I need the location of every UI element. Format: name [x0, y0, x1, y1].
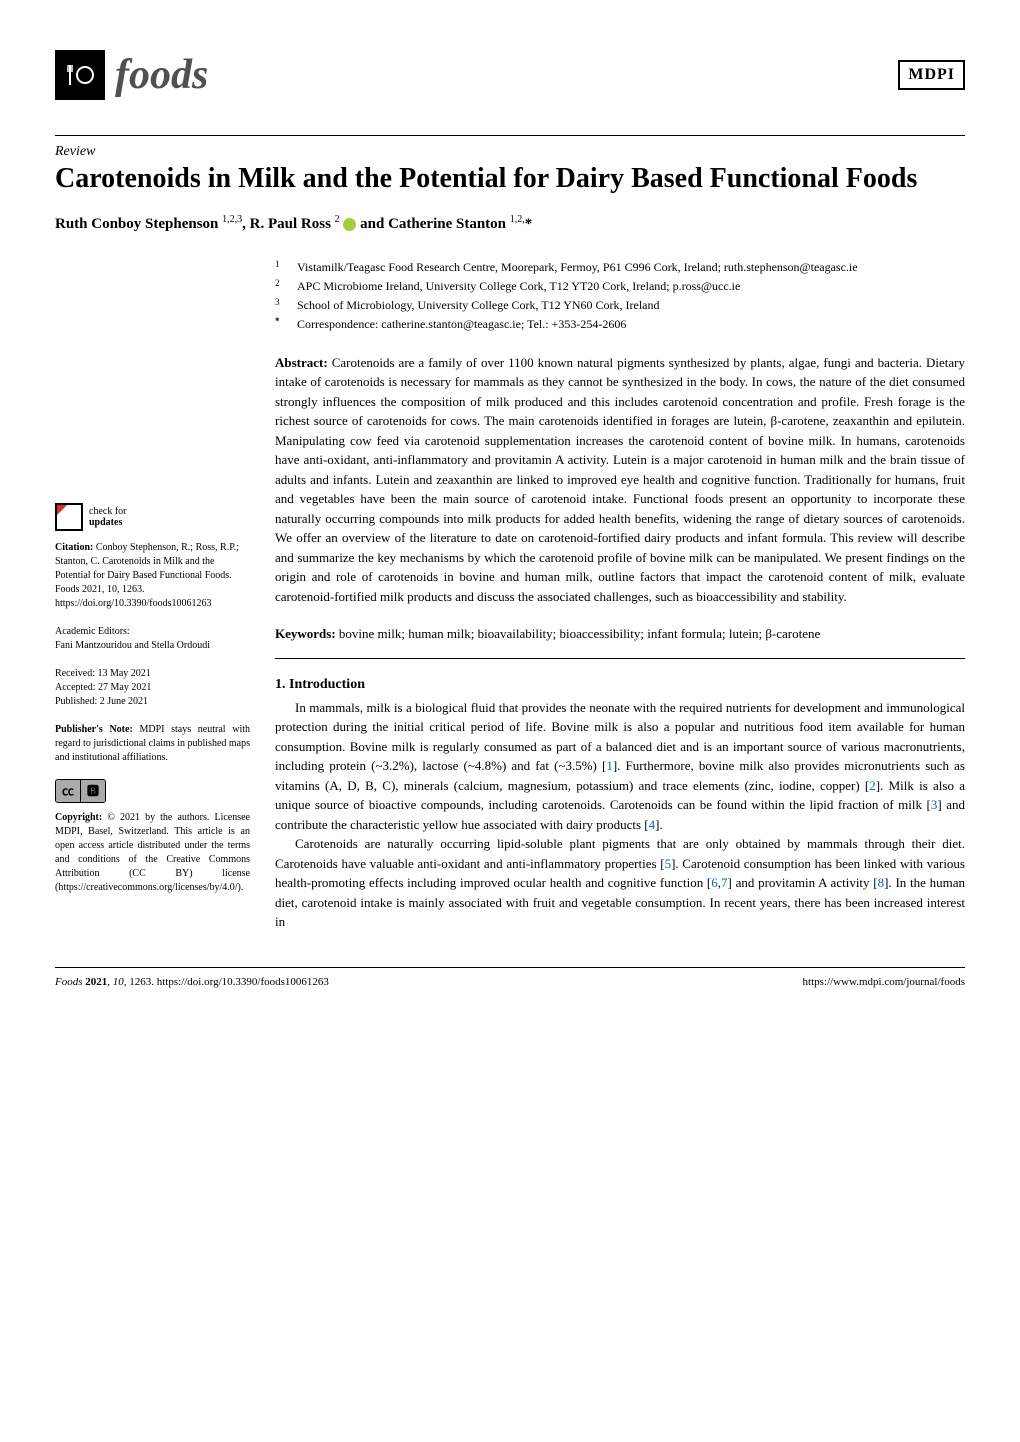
main-content: check for updates Citation: Conboy Steph…: [55, 258, 965, 932]
ref-link[interactable]: 8: [878, 875, 885, 890]
body-paragraph: In mammals, milk is a biological fluid t…: [275, 698, 965, 835]
publisher-logo: MDPI: [898, 60, 965, 90]
cc-icon: ㏄: [56, 780, 80, 803]
affiliation-text: School of Microbiology, University Colle…: [297, 296, 660, 314]
footer-right: https://www.mdpi.com/journal/foods: [803, 976, 965, 988]
ref-link[interactable]: 2: [869, 778, 876, 793]
check-updates-text: check for updates: [89, 506, 126, 528]
keywords-text: bovine milk; human milk; bioavailability…: [339, 626, 820, 641]
check-updates-icon: [55, 503, 83, 531]
abstract-text: Carotenoids are a family of over 1100 kn…: [275, 355, 965, 604]
body-paragraph: Carotenoids are naturally occurring lipi…: [275, 834, 965, 932]
keywords: Keywords: bovine milk; human milk; bioav…: [275, 624, 965, 644]
right-content: 1 Vistamilk/Teagasc Food Research Centre…: [275, 258, 965, 932]
ref-link[interactable]: 7: [721, 875, 728, 890]
affiliations: 1 Vistamilk/Teagasc Food Research Centre…: [275, 258, 965, 333]
publisher-name: MDPI: [908, 66, 955, 83]
affiliation-num: *: [275, 315, 285, 333]
header-row: foods MDPI: [55, 50, 965, 100]
dates-block: Received: 13 May 2021 Accepted: 27 May 2…: [55, 667, 250, 709]
copyright-block: Copyright: © 2021 by the authors. Licens…: [55, 811, 250, 895]
editors-text: Fani Mantzouridou and Stella Ordoudi: [55, 639, 250, 653]
publishers-note-label: Publisher's Note:: [55, 724, 133, 735]
affiliation-item: 2 APC Microbiome Ireland, University Col…: [275, 277, 965, 295]
section-divider: [275, 658, 965, 659]
ref-link[interactable]: 6: [711, 875, 718, 890]
check-for-updates[interactable]: check for updates: [55, 503, 250, 531]
abstract: Abstract: Carotenoids are a family of ov…: [275, 353, 965, 607]
citation-label: Citation:: [55, 542, 93, 553]
check-line1: check for: [89, 506, 126, 517]
affiliation-text: APC Microbiome Ireland, University Colle…: [297, 277, 740, 295]
journal-name: foods: [115, 51, 208, 99]
section-heading: 1. Introduction: [275, 677, 965, 693]
fork-plate-icon: [65, 60, 95, 90]
orcid-icon: [343, 218, 356, 231]
affiliation-item: 1 Vistamilk/Teagasc Food Research Centre…: [275, 258, 965, 276]
article-title: Carotenoids in Milk and the Potential fo…: [55, 162, 965, 196]
authors-line: Ruth Conboy Stephenson 1,2,3, R. Paul Ro…: [55, 214, 965, 233]
journal-logo-icon: [55, 50, 105, 100]
header-divider: [55, 135, 965, 136]
editors-label: Academic Editors:: [55, 625, 250, 639]
footer: Foods 2021, 10, 1263. https://doi.org/10…: [55, 967, 965, 988]
publishers-note-block: Publisher's Note: MDPI stays neutral wit…: [55, 723, 250, 765]
ref-link[interactable]: 1: [606, 758, 613, 773]
received-date: Received: 13 May 2021: [55, 667, 250, 681]
footer-left: Foods 2021, 10, 1263. https://doi.org/10…: [55, 976, 329, 988]
affiliation-num: 1: [275, 258, 285, 276]
affiliation-num: 3: [275, 296, 285, 314]
copyright-text: © 2021 by the authors. Licensee MDPI, Ba…: [55, 812, 250, 893]
accepted-date: Accepted: 27 May 2021: [55, 681, 250, 695]
ref-link[interactable]: 3: [931, 797, 938, 812]
by-icon: 🅱: [80, 780, 105, 803]
ref-link[interactable]: 4: [649, 817, 656, 832]
check-line2: updates: [89, 517, 122, 528]
published-date: Published: 2 June 2021: [55, 695, 250, 709]
affiliation-item: 3 School of Microbiology, University Col…: [275, 296, 965, 314]
affiliation-text: Vistamilk/Teagasc Food Research Centre, …: [297, 258, 858, 276]
copyright-label: Copyright:: [55, 812, 102, 823]
affiliation-text: Correspondence: catherine.stanton@teagas…: [297, 315, 626, 333]
ref-link[interactable]: 5: [665, 856, 672, 871]
editors-block: Academic Editors: Fani Mantzouridou and …: [55, 625, 250, 653]
abstract-label: Abstract:: [275, 355, 328, 370]
keywords-label: Keywords:: [275, 626, 336, 641]
affiliation-item: * Correspondence: catherine.stanton@teag…: [275, 315, 965, 333]
article-type: Review: [55, 144, 965, 160]
citation-block: Citation: Conboy Stephenson, R.; Ross, R…: [55, 541, 250, 611]
affiliation-num: 2: [275, 277, 285, 295]
left-sidebar: check for updates Citation: Conboy Steph…: [55, 258, 250, 932]
cc-license-badge: ㏄ 🅱: [55, 779, 106, 804]
journal-logo: foods: [55, 50, 208, 100]
